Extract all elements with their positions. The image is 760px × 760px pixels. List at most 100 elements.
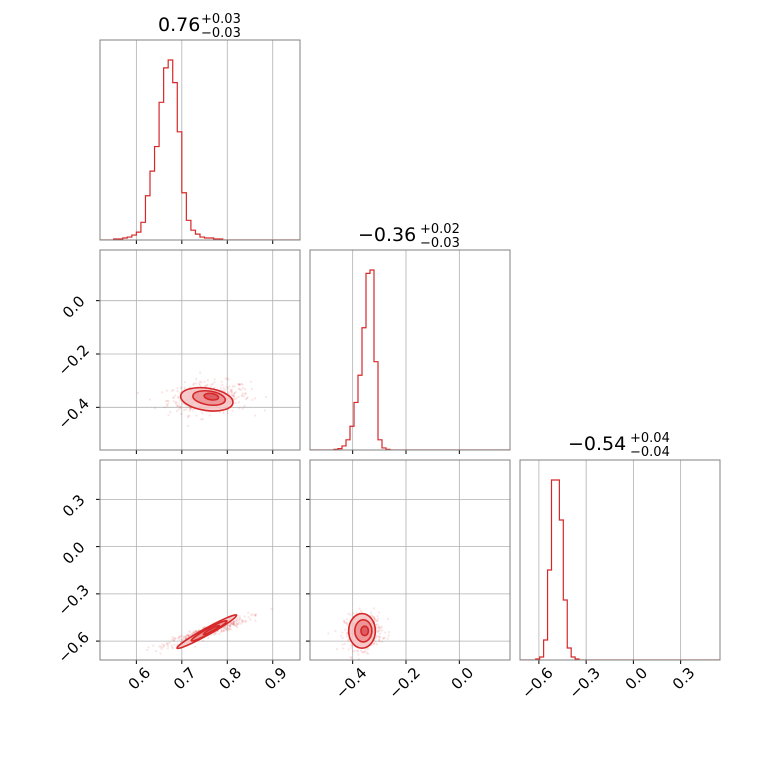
sample-point — [191, 631, 195, 634]
title-1-plus: +0.02 — [420, 222, 460, 237]
title-param-0: 0.76 +0.03 −0.03 — [158, 12, 241, 41]
sample-point — [159, 645, 163, 648]
sample-point — [373, 616, 376, 619]
sample-point — [174, 401, 177, 404]
sample-point — [179, 405, 182, 408]
sample-point — [230, 392, 233, 395]
sample-point — [373, 618, 377, 621]
sample-point — [165, 403, 169, 406]
sample-point — [163, 406, 166, 409]
histogram-step-group — [310, 269, 510, 450]
sample-point — [228, 391, 231, 394]
sample-point — [352, 612, 355, 615]
sample-point — [188, 414, 191, 417]
panel-frame — [99, 249, 301, 451]
sample-point — [230, 390, 234, 394]
sample-point — [218, 632, 221, 636]
sample-point — [224, 625, 228, 628]
sample-point — [225, 628, 228, 631]
sample-point — [246, 396, 249, 399]
sample-point — [231, 394, 234, 397]
title-1-minus: −0.03 — [420, 236, 460, 251]
sample-point — [187, 635, 190, 638]
sample-point — [223, 388, 227, 391]
sample-point — [387, 630, 391, 634]
sample-point — [185, 408, 188, 411]
sample-point — [232, 622, 235, 625]
sample-point — [180, 638, 183, 641]
sample-point — [353, 649, 356, 652]
sample-point — [349, 656, 352, 659]
sample-point — [165, 389, 168, 392]
sample-point — [241, 620, 244, 623]
sample-point — [243, 404, 246, 408]
sample-point — [186, 416, 190, 419]
sample-point — [341, 636, 344, 639]
sample-point — [377, 625, 380, 628]
sample-point — [200, 412, 204, 415]
sample-point — [228, 625, 232, 628]
sample-point — [185, 636, 188, 639]
sample-point — [344, 628, 347, 631]
sample-point — [378, 627, 381, 630]
sample-point — [228, 627, 231, 630]
sample-point — [350, 646, 353, 649]
histogram-step-group — [520, 479, 720, 660]
sample-point — [183, 381, 187, 384]
sample-point — [240, 619, 243, 622]
sample-point — [377, 611, 381, 614]
sample-point — [222, 386, 225, 390]
joint-panel-param-0-vs-2 — [96, 459, 301, 664]
sample-point — [222, 629, 225, 632]
sample-point — [209, 385, 212, 388]
sample-point — [243, 615, 246, 618]
sample-point — [229, 389, 232, 392]
sample-point — [386, 637, 389, 640]
sample-point — [179, 406, 182, 409]
sample-point — [377, 626, 380, 629]
sample-point — [172, 400, 176, 403]
title-2-plus: +0.04 — [630, 431, 670, 446]
sample-point — [242, 386, 245, 390]
sample-point — [237, 618, 241, 622]
histogram-step-line — [100, 59, 300, 240]
sample-point — [238, 617, 241, 620]
sample-point — [229, 624, 232, 627]
sample-point — [166, 647, 169, 650]
sample-point — [364, 649, 367, 652]
sample-point — [227, 627, 230, 630]
sample-point — [250, 387, 253, 391]
sample-point — [240, 382, 243, 385]
sample-point — [233, 621, 236, 624]
sample-point — [238, 383, 242, 386]
sample-point — [373, 617, 376, 620]
sample-point — [158, 645, 161, 648]
sample-point — [240, 395, 243, 398]
sample-point — [232, 622, 235, 625]
sample-point — [182, 637, 185, 640]
sample-point — [176, 387, 179, 390]
sample-point — [184, 635, 187, 638]
sample-point — [238, 615, 241, 618]
sample-point — [214, 632, 217, 635]
sample-point — [201, 626, 204, 630]
sample-point — [346, 618, 349, 621]
sample-point — [232, 623, 235, 626]
sample-point — [213, 633, 216, 636]
histogram-step-line — [310, 269, 510, 450]
sample-point — [376, 615, 379, 618]
sample-point — [233, 391, 236, 395]
sample-point — [219, 387, 222, 390]
sample-point — [235, 624, 238, 627]
sample-point — [173, 637, 176, 641]
sample-point — [235, 619, 238, 622]
sample-point — [214, 631, 217, 635]
sample-point — [249, 618, 252, 621]
title-param-1: −0.36 +0.02 −0.03 — [358, 222, 460, 251]
sample-point — [251, 613, 254, 616]
sample-point — [235, 624, 238, 627]
sample-point — [174, 401, 178, 404]
sample-point — [380, 640, 384, 643]
